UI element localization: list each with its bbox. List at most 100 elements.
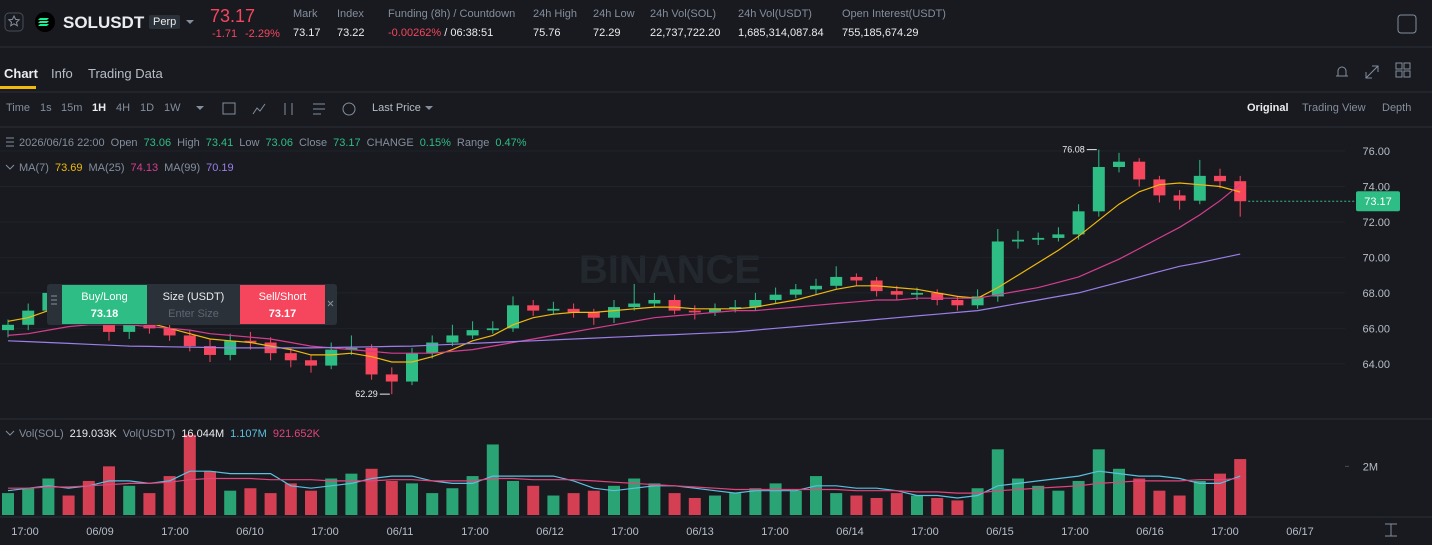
candle-body	[163, 328, 176, 336]
close-order-panel[interactable]	[327, 300, 334, 307]
candle-body	[608, 307, 620, 318]
stat-value-text: 73.17	[293, 27, 321, 39]
price-type[interactable]: Last Price	[372, 102, 421, 114]
interval[interactable]: 1W	[164, 102, 181, 114]
collapse-icon[interactable]	[5, 164, 15, 170]
symbol[interactable]: SOLUSDT	[63, 13, 145, 32]
volume-bar	[1052, 490, 1065, 515]
ohlc-label: Close	[298, 137, 328, 149]
volume-bar	[204, 471, 216, 515]
ma-value: 73.69	[54, 162, 83, 174]
buy-label[interactable]: Buy/Long	[81, 291, 128, 303]
sell-button[interactable]	[240, 285, 325, 324]
tool-icon[interactable]	[222, 102, 236, 115]
volume-bar	[143, 493, 156, 515]
volume-ma-line	[7, 470, 1241, 499]
candle-body	[385, 374, 398, 382]
view-option[interactable]: Depth	[1382, 102, 1412, 114]
ohlc-value: 73.17	[333, 137, 361, 149]
view-option[interactable]: Trading View	[1302, 102, 1366, 114]
y-tick-label: 68.00	[1362, 288, 1390, 300]
layout-icon[interactable]	[1395, 70, 1403, 78]
volume-bar	[22, 488, 35, 515]
interval[interactable]: 1H	[92, 102, 107, 114]
buy-button[interactable]	[62, 285, 147, 324]
sell-price[interactable]: 73.17	[268, 308, 297, 320]
candle-body	[507, 305, 519, 329]
favorite-button[interactable]	[4, 12, 24, 32]
stat-label: Mark	[293, 8, 318, 20]
x-tick-label: 06/10	[236, 526, 264, 538]
y-tick-label: 70.00	[1362, 252, 1390, 264]
price-type-caret[interactable]	[425, 106, 433, 110]
volume-bar	[769, 483, 782, 515]
alert-icon[interactable]	[1336, 66, 1348, 77]
ma-value: 70.19	[206, 162, 234, 174]
interval[interactable]: Time	[6, 102, 31, 114]
stat-value: 73.17	[293, 27, 321, 39]
candle-body	[547, 308, 560, 311]
high-label: 76.08	[1062, 145, 1085, 155]
candle-body	[325, 349, 338, 366]
y-tick-label: 74.00	[1362, 182, 1390, 194]
volume-bar	[850, 495, 863, 515]
drag-handle[interactable]	[51, 295, 57, 305]
tool-icon[interactable]	[284, 103, 293, 115]
candle-body	[204, 346, 216, 355]
candle-body	[486, 328, 499, 331]
volume-bar	[244, 488, 257, 515]
buy-price[interactable]: 73.18	[90, 308, 119, 320]
volume-bar	[688, 497, 701, 515]
size-input[interactable]: Enter Size	[168, 308, 219, 320]
candle-body	[951, 299, 964, 306]
x-tick-label: 06/16	[1136, 526, 1164, 538]
stat-value: 75.76	[533, 27, 561, 39]
ohlc-value: 73.06	[143, 137, 172, 149]
interval[interactable]: 1D	[140, 102, 155, 114]
stat-value-text: 1,685,314,087.84	[738, 27, 824, 39]
tab[interactable]: Trading Data	[88, 66, 163, 81]
tool-icon[interactable]	[313, 103, 325, 115]
axis-settings-icon[interactable]	[1385, 523, 1397, 537]
header-menu[interactable]	[1397, 14, 1417, 34]
tab[interactable]: Info	[51, 66, 73, 81]
sell-label[interactable]: Sell/Short	[258, 291, 307, 303]
tool-icon[interactable]	[252, 103, 266, 115]
candle-body	[991, 241, 1004, 297]
layout-icon[interactable]	[1395, 62, 1403, 70]
vol-value: 16.044M	[181, 428, 225, 440]
x-tick-label: 17:00	[911, 526, 939, 538]
tab[interactable]: Chart	[4, 66, 38, 81]
candle-body	[830, 276, 843, 286]
stat-value-text: 755,185,674.29	[842, 27, 919, 39]
interval[interactable]: 15m	[61, 102, 83, 114]
view-option[interactable]: Original	[1247, 102, 1289, 114]
volume-bar	[971, 488, 984, 515]
candle-body	[911, 292, 923, 295]
candle-body	[345, 347, 358, 350]
collapse-icon[interactable]	[5, 430, 15, 436]
candle-body	[648, 299, 661, 304]
volume-bar	[547, 495, 560, 515]
candle-body	[931, 292, 944, 300]
watermark: BINANCE	[579, 248, 761, 292]
ma-line	[7, 183, 1241, 354]
volume-bar	[345, 473, 358, 515]
layout-icon[interactable]	[1403, 62, 1411, 70]
volume-bar	[406, 483, 418, 515]
stat-value: 72.29	[593, 27, 621, 39]
interval-caret[interactable]	[196, 106, 204, 110]
layout-icon[interactable]	[1403, 70, 1411, 78]
x-tick-label: 06/13	[686, 526, 714, 538]
ohlc-label: Open	[110, 137, 138, 149]
candle-body	[1012, 239, 1024, 242]
symbol-caret[interactable]	[186, 20, 194, 24]
tool-icon[interactable]	[342, 102, 356, 116]
ma-line	[7, 182, 1241, 363]
volume-bar	[123, 485, 136, 515]
volume-bar	[1133, 478, 1146, 515]
vol-label: Vol(USDT)	[122, 428, 176, 440]
interval[interactable]: 4H	[116, 102, 131, 114]
interval[interactable]: 1s	[40, 102, 52, 114]
fullscreen-icon[interactable]	[1365, 65, 1379, 79]
